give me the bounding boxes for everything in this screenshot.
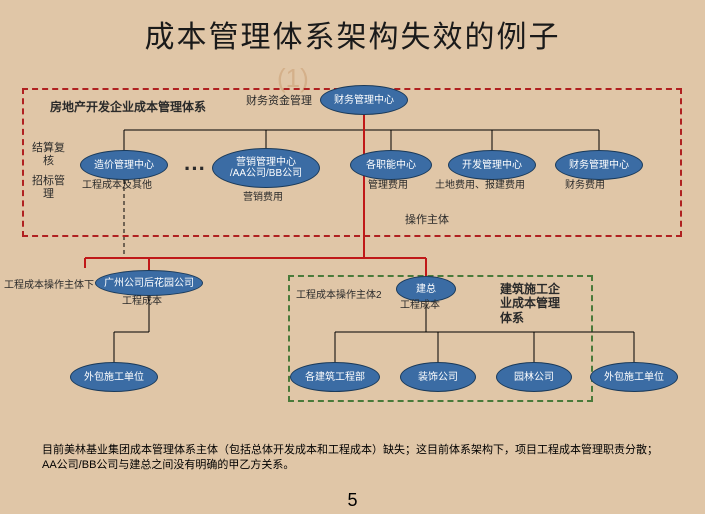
footnote: 目前美林基业集团成本管理体系主体（包括总体开发成本和工程成本）缺失；这目前体系架… (42, 443, 662, 474)
label-greenTitle: 建筑施工企 业成本管理 体系 (500, 282, 560, 325)
label-redTitle: 房地产开发企业成本管理体系 (50, 100, 206, 114)
node-fin-center: 财务管理中心 (320, 85, 408, 115)
node-const-dept: 各建筑工程部 (290, 362, 380, 392)
label-sideTop: 结算复 核 (32, 142, 65, 168)
node-outsource1: 外包施工单位 (70, 362, 158, 392)
label-sub4: 土地费用、报建费用 (435, 180, 525, 192)
node-mkt-center: 营销管理中心 /AA公司/BB公司 (212, 148, 320, 188)
node-garden-co: 园林公司 (496, 362, 572, 392)
label-sub2: 营销费用 (243, 192, 283, 204)
slide-title: 成本管理体系架构失效的例子 (0, 0, 705, 56)
label-dots: ··· (184, 156, 206, 182)
label-opLabel: 操作主体 (405, 214, 449, 227)
connector-layer (0, 0, 705, 514)
label-midOp: 工程成本操作主体2 (296, 290, 382, 302)
node-fin-center2: 财务管理中心 (555, 150, 643, 180)
node-outsource2: 外包施工单位 (590, 362, 678, 392)
label-sideBot: 招标管 理 (32, 175, 65, 201)
page-number: 5 (347, 490, 357, 511)
node-func-center: 各职能中心 (350, 150, 432, 180)
label-sub1: 工程成本及其他 (82, 180, 152, 192)
node-deco-co: 装饰公司 (400, 362, 476, 392)
label-leftOp: 工程成本操作主体下 (4, 280, 94, 292)
label-leftSub: 工程成本 (122, 296, 162, 308)
node-dev-center: 开发管理中心 (448, 150, 536, 180)
node-jz-main: 建总 (396, 276, 456, 302)
label-sub5: 财务费用 (565, 180, 605, 192)
node-gz-company: 广州公司后花园公司 (95, 270, 203, 296)
node-cost-center: 造价管理中心 (80, 150, 168, 180)
label-midSub: 工程成本 (400, 300, 440, 312)
label-sub3: 管理费用 (368, 180, 408, 192)
label-topLabel: 财务资金管理 (246, 95, 312, 108)
